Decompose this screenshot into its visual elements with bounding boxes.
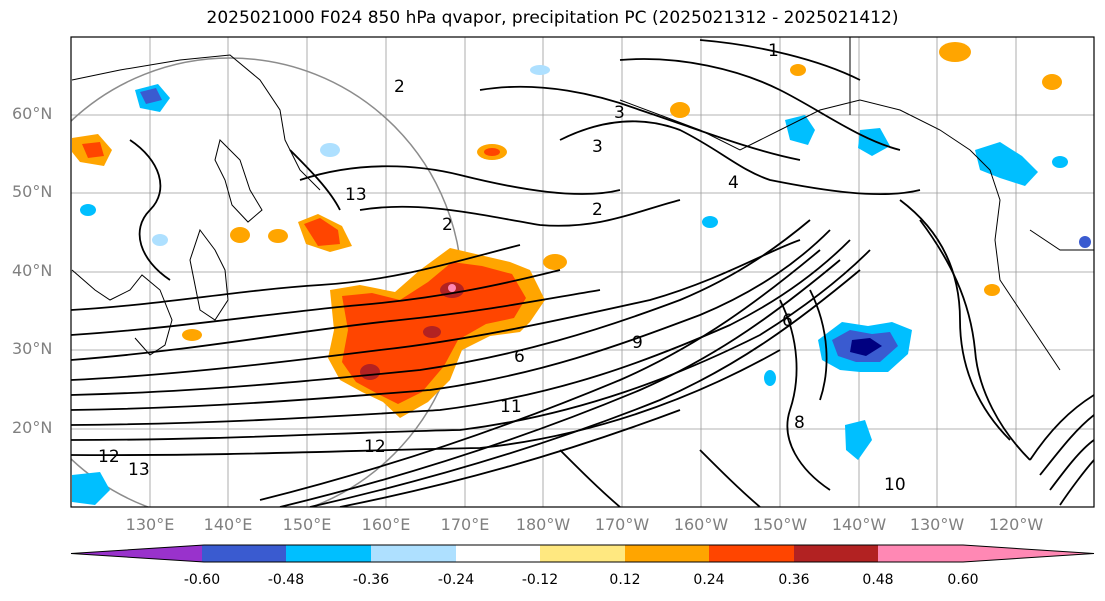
lon-label: 170°E [440,515,490,534]
colorbar-segment [709,545,794,562]
contour-label: 3 [614,103,625,123]
contour-label: 2 [394,77,405,97]
lat-label: 30°N [12,339,53,358]
colorbar-segment [878,545,963,562]
colorbar-extend-min [71,545,204,562]
contour-label: 9 [632,333,643,353]
precip-blob-west [72,42,1062,341]
contour-label: 1 [768,41,779,61]
lon-label: 130°E [125,515,175,534]
colorbar-tick-label: 0.48 [862,572,894,588]
colorbar-tick-label: 0.36 [778,572,810,588]
map-title: 2025021000 F024 850 hPa qvapor, precipit… [206,8,899,28]
lat-label: 40°N [12,261,53,280]
lon-label: 180°W [515,515,571,534]
lon-label: 150°E [282,515,332,534]
contour-label: 6 [782,311,793,331]
colorbar-segment [794,545,878,562]
contour-label: 2 [442,215,453,235]
colorbar-tick-label: 0.12 [609,572,641,588]
colorbar-segment [286,545,371,562]
lon-label: 130°W [909,515,965,534]
lat-label: 20°N [12,418,53,437]
lon-label: 140°W [831,515,887,534]
colorbar-segment [625,545,709,562]
colorbar-outline [70,544,1095,563]
lon-label: 160°E [361,515,411,534]
colorbar-segment [202,545,286,562]
colorbar-extend-max [963,545,1094,562]
contours [71,39,1094,507]
lat-label: 50°N [12,182,53,201]
contour-label: 13 [128,460,150,480]
contour-label: 8 [794,413,805,433]
colorbar-segment [456,545,540,562]
negative-blobs [72,65,1091,505]
contour-label: 10 [884,475,906,495]
lon-label: 160°W [673,515,729,534]
contour-label-group: 1 2 2 2 3 3 4 6 6 8 9 10 11 12 12 13 13 [98,41,906,495]
gridlines [71,37,1094,507]
colorbar-tick-label: -0.60 [183,572,221,588]
contour-label: 3 [592,137,603,157]
colorbar-segment [540,545,625,562]
colorbar-tick-label: 0.60 [947,572,979,588]
colorbar-tick-label: -0.36 [352,572,390,588]
plot-frame [70,36,1095,508]
precip-blob-central [328,248,545,418]
contour-label: 6 [514,347,525,367]
colorbar-tick-label: -0.48 [267,572,305,588]
lat-label: 60°N [12,104,53,123]
colorbar-tick-label: -0.24 [437,572,475,588]
colorbar-tick-label: 0.24 [693,572,725,588]
range-ring [71,57,463,507]
contour-label: 2 [592,200,603,220]
contour-label: 4 [728,173,739,193]
colorbar [70,544,1095,563]
lon-label: 170°W [594,515,650,534]
colorbar-segment [371,545,456,562]
contour-label: 12 [364,437,386,457]
lon-label: 150°W [752,515,808,534]
colorbar-tick-label: -0.12 [521,572,559,588]
lon-label: 140°E [203,515,253,534]
contour-label: 11 [500,397,522,417]
contour-label: 12 [98,447,120,467]
lon-label: 120°W [988,515,1044,534]
contour-label: 13 [345,185,367,205]
coastlines [71,37,1094,371]
